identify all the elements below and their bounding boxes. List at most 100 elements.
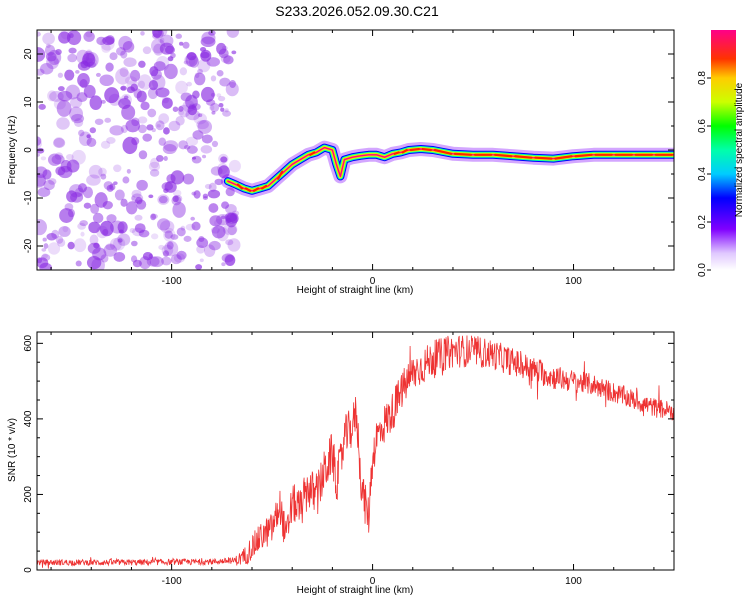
noise-blob [78,183,87,193]
noise-blob [148,194,154,199]
noise-blob [157,218,171,231]
noise-blob [148,80,159,91]
noise-blob [113,251,126,262]
noise-blob [130,255,138,263]
y-tick-label: 0 [23,567,34,573]
noise-blob [156,155,164,162]
noise-blob [47,49,62,66]
noise-blob [90,203,100,214]
noise-blob [37,173,46,187]
noise-blob [159,42,174,55]
noise-blob [150,213,157,221]
noise-blob [161,256,172,266]
noise-blob [100,140,111,149]
noise-blob [51,154,65,165]
noise-blob [38,103,46,110]
noise-blob [216,226,229,242]
noise-blob [95,72,101,77]
noise-blob [89,127,97,134]
ridge-peak [554,155,573,160]
noise-blob [86,174,101,186]
noise-blob [131,189,142,198]
noise-blob [87,242,101,254]
noise-blob [200,49,212,62]
noise-blob [171,195,182,206]
noise-blob [218,103,224,108]
noise-blob [135,196,143,205]
noise-blob [157,194,170,205]
noise-blob [56,117,70,130]
colorbar-label: Normalized spectral amplitude [734,82,745,217]
noise-blob [170,52,176,59]
noise-blob [183,144,191,150]
noise-blob [137,116,148,124]
noise-blob [53,136,65,148]
noise-blob [129,227,136,234]
noise-blob [134,214,143,221]
ridge-peak [252,187,260,192]
noise-blob [122,41,135,53]
noise-blob [161,97,169,104]
noise-blob [221,253,234,263]
noise-blob [109,183,116,191]
noise-blob [120,198,128,207]
noise-blob [109,125,124,136]
noise-blob [149,256,164,268]
noise-blob [227,238,241,252]
noise-blob [151,128,156,133]
noise-blob [37,31,41,37]
noise-blob [117,233,131,246]
noise-blob [140,101,150,111]
y-tick-label: 0 [23,147,34,153]
noise-blob [62,225,69,233]
noise-blob [54,152,64,160]
noise-blob [66,30,82,46]
noise-blob [138,150,148,160]
noise-blob [150,233,159,240]
noise-blob [53,137,66,148]
colorbar-tick-label: 0.4 [697,167,708,181]
noise-blob [118,229,124,234]
noise-blob [75,260,82,267]
noise-blob [159,34,174,48]
noise-blob [45,43,51,49]
noise-blob [47,242,61,255]
noise-blob [204,183,212,189]
noise-blob [220,107,225,112]
noise-blob [224,253,236,266]
noise-blob [136,90,147,103]
ridge-peak [260,184,268,190]
noise-blob [67,53,78,63]
noise-blob [45,52,57,62]
noise-blob [179,67,188,76]
noise-blob [228,159,241,173]
colorbar-tick-label: 0.6 [697,119,708,133]
noise-blob [227,225,237,236]
noise-blob [77,222,87,230]
noise-blob [67,241,75,250]
noise-blob [75,69,80,74]
noise-blob [176,227,186,237]
x-tick-label: 100 [565,276,582,287]
noise-blob [202,193,209,199]
noise-blob [115,68,131,85]
noise-blob [158,37,165,43]
noise-blob [79,78,88,89]
noise-blob [221,45,228,51]
noise-blob [217,165,230,179]
ridge-peak [453,152,473,156]
noise-blob [164,63,178,80]
noise-blob [55,49,62,55]
noise-blob [199,258,204,263]
noise-blob [203,244,216,258]
noise-blob [57,165,73,179]
noise-blob [120,86,126,91]
ridge-peak [393,151,400,155]
noise-blob [124,76,138,85]
noise-blob [166,241,174,250]
noise-blob [89,234,99,246]
noise-blob [179,41,184,46]
noise-blob [73,238,87,253]
colorbar-tick-label: 0.2 [697,215,708,229]
